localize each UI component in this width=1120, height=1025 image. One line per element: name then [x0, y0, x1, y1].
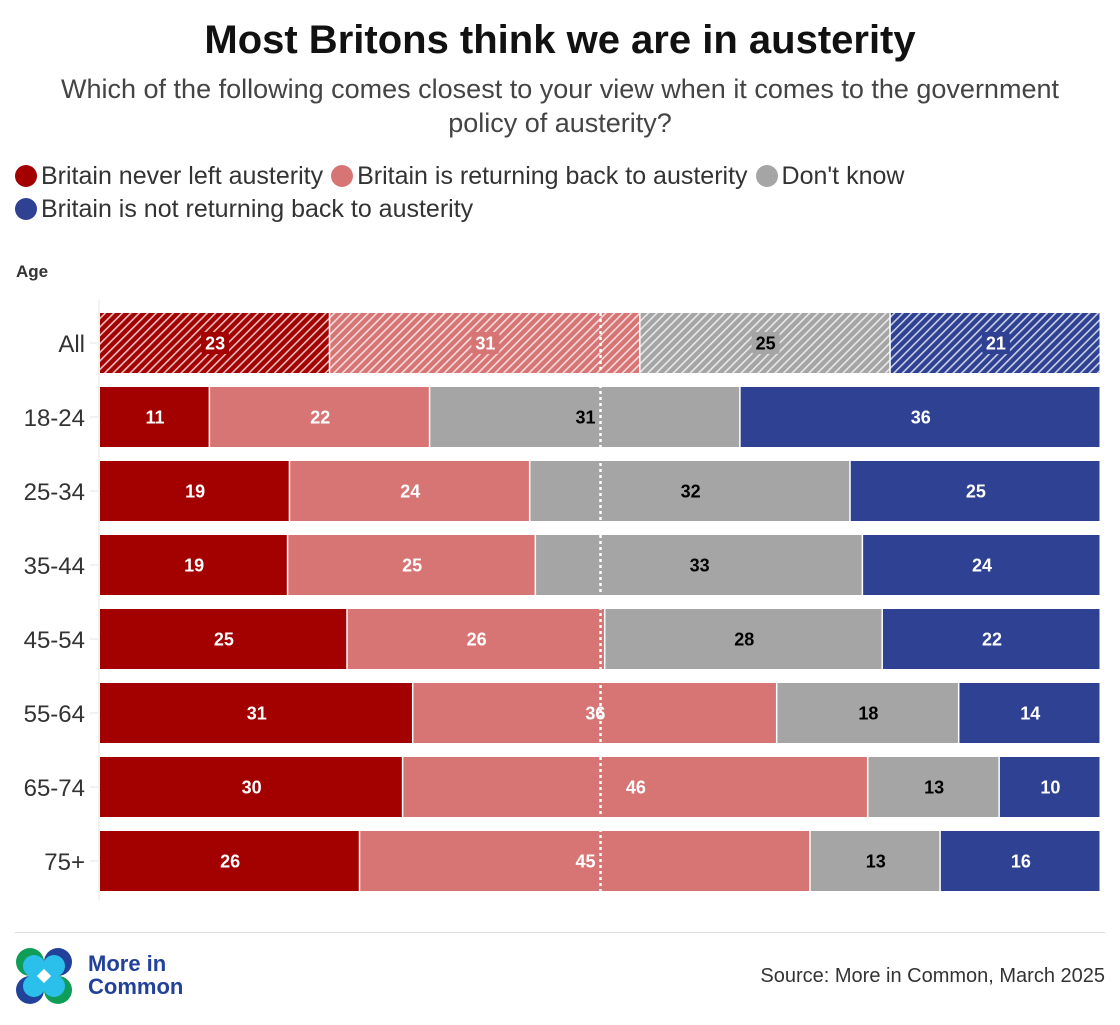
data-label: 26 [467, 630, 487, 650]
y-axis-title: Age [16, 262, 49, 281]
legend-label: Britain never left austerity [41, 162, 324, 190]
bar-segment[interactable] [605, 609, 882, 669]
bar-segment[interactable] [403, 757, 867, 817]
y-tick-label: All [58, 331, 85, 358]
data-label: 25 [756, 334, 776, 354]
bar-segment[interactable] [810, 831, 940, 891]
source-note: Source: More in Common, March 2025 [760, 965, 1105, 987]
y-tick-label: 45-54 [24, 627, 85, 654]
data-label: 31 [475, 334, 495, 354]
bar-segment[interactable] [959, 683, 1100, 743]
bar-segment[interactable] [850, 461, 1100, 521]
y-tick-label: 65-74 [24, 775, 85, 802]
brand-line-1: More in [88, 951, 167, 976]
bar-segment[interactable] [360, 831, 810, 891]
brand-line-2: Common [88, 974, 184, 999]
legend-dot-icon [331, 165, 354, 187]
bar-segment[interactable] [210, 387, 429, 447]
data-label: 30 [242, 778, 262, 798]
data-label: 13 [924, 778, 944, 798]
data-label: 23 [205, 334, 225, 354]
legend-item-dont-know[interactable]: Don't know [755, 160, 905, 193]
data-label: 36 [911, 408, 931, 428]
data-label: 46 [626, 778, 646, 798]
bar-segment[interactable] [100, 831, 359, 891]
bar-segment[interactable] [536, 535, 862, 595]
bar-segment[interactable] [413, 683, 776, 743]
bar-segment[interactable] [100, 387, 209, 447]
y-tick-label: 25-34 [24, 479, 85, 506]
brand-name: More in Common [88, 952, 183, 998]
data-label: 19 [185, 482, 205, 502]
data-label: 10 [1040, 778, 1060, 798]
more-in-common-logo-icon [16, 948, 72, 1004]
data-label: 31 [575, 408, 595, 428]
bar-segment[interactable] [290, 461, 529, 521]
data-label: 33 [690, 556, 710, 576]
data-label: 45 [575, 852, 595, 872]
bar-segment[interactable] [740, 387, 1100, 447]
data-label: 25 [402, 556, 422, 576]
bar-segment[interactable] [100, 683, 412, 743]
bar-segment[interactable] [868, 757, 999, 817]
data-label: 26 [220, 852, 240, 872]
bar-segment[interactable] [430, 387, 740, 447]
data-label: 14 [1020, 704, 1040, 724]
data-label: 25 [214, 630, 234, 650]
data-label: 11 [146, 408, 165, 428]
legend-label: Don't know [781, 162, 905, 190]
data-label: 31 [247, 704, 267, 724]
chart-subtitle: Which of the following comes closest to … [61, 74, 1059, 138]
legend-item-returning[interactable]: Britain is returning back to austerity [331, 160, 748, 193]
y-tick-label: 75+ [44, 849, 85, 876]
legend-label: Britain is returning back to austerity [357, 162, 748, 190]
data-label: 28 [734, 630, 754, 650]
stacked-bar-chart: All 18-24 25-34 35-44 45-54 55-64 65-74 75+ 23 3… [24, 300, 1100, 900]
data-label: 24 [972, 556, 992, 576]
bar-segment[interactable] [999, 757, 1100, 817]
bar-segment[interactable] [100, 535, 287, 595]
legend-item-never-left[interactable]: Britain never left austerity [15, 160, 323, 193]
bar-segment[interactable] [100, 609, 347, 669]
data-label: 22 [310, 408, 330, 428]
bar-segment[interactable] [530, 461, 850, 521]
y-tick-label: 55-64 [24, 701, 85, 728]
legend: Britain never left austerity Britain is r… [15, 160, 1105, 226]
legend-dot-icon [15, 165, 37, 187]
bar-segment[interactable] [940, 831, 1100, 891]
bar-segment[interactable] [100, 757, 402, 817]
data-label: 22 [982, 630, 1002, 650]
data-label: 25 [966, 482, 986, 502]
bar-segment[interactable] [777, 683, 958, 743]
footer-divider [15, 932, 1105, 933]
chart-title: Most Britons think we are in austerity [204, 18, 916, 62]
y-tick-label: 18-24 [24, 405, 85, 432]
legend-item-not-returning[interactable]: Britain is not returning back to austeri… [15, 193, 473, 226]
bar-segment[interactable] [882, 609, 1100, 669]
data-label: 16 [1011, 852, 1031, 872]
data-label: 18 [858, 704, 878, 724]
bar-segment[interactable] [288, 535, 535, 595]
data-label: 24 [400, 482, 420, 502]
legend-dot-icon [755, 165, 778, 187]
data-label-background [751, 332, 780, 354]
legend-label: Britain is not returning back to austeri… [41, 195, 474, 223]
legend-dot-icon [15, 198, 37, 220]
data-label-background [981, 332, 1010, 354]
y-tick-label: 35-44 [24, 553, 85, 580]
data-label: 21 [986, 334, 1006, 354]
data-label-background [201, 332, 230, 354]
bar-segment[interactable] [863, 535, 1100, 595]
data-label: 13 [866, 852, 886, 872]
data-label: 36 [585, 704, 605, 724]
bar-segment[interactable] [347, 609, 604, 669]
data-label-background [471, 332, 500, 354]
data-label: 32 [681, 482, 701, 502]
data-label: 19 [184, 556, 204, 576]
bar-segment[interactable] [100, 461, 289, 521]
